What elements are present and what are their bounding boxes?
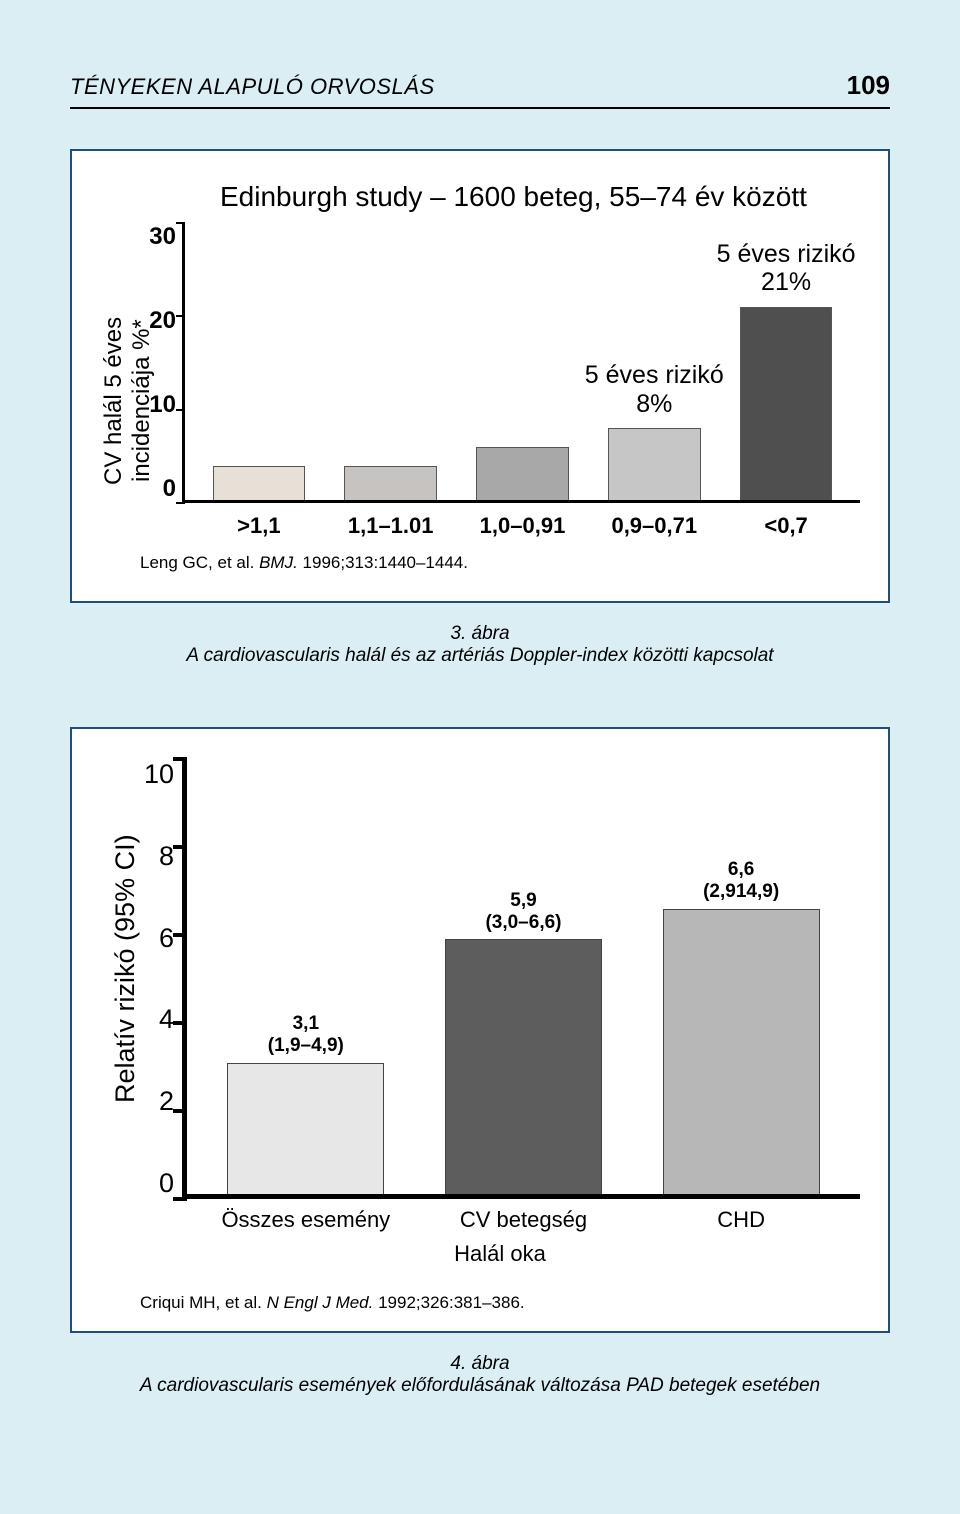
chart-1-bar-slot: 1,0–0,91 <box>463 447 582 503</box>
page: TÉNYEKEN ALAPULÓ ORVOSLÁS 109 Edinburgh … <box>0 0 960 1457</box>
chart-2-bar <box>663 909 820 1199</box>
chart-1-xlabel: 1,0–0,91 <box>480 513 566 539</box>
chart-2-ytickmark <box>173 933 187 937</box>
chart-1-title: Edinburgh study – 1600 beteg, 55–74 év k… <box>220 181 860 213</box>
chart-1-xlabel: <0,7 <box>764 513 807 539</box>
chart-2-ylabel: Relatív rizikó (95% CI) <box>110 799 141 1139</box>
chart-1-xlabel: 0,9–0,71 <box>611 513 697 539</box>
chart-2-ytick: 2 <box>159 1086 174 1117</box>
chart-1: Edinburgh study – 1600 beteg, 55–74 év k… <box>100 181 860 583</box>
chart-1-annotation: 5 éves rizikó21% <box>717 240 856 298</box>
chart-2-yticks: 10 8 6 4 2 0 <box>140 759 182 1199</box>
chart-1-ytickmark <box>176 409 185 411</box>
chart-2-ytick: 6 <box>159 923 174 954</box>
chart-2-bar-label: 3,1(1,9–4,9) <box>268 1013 344 1057</box>
chart-2-bar-label: 5,9(3,0–6,6) <box>485 890 561 934</box>
chart-2-xlabel: CV betegség <box>460 1207 587 1233</box>
page-number: 109 <box>847 70 890 101</box>
chart-1-plot: >1,1 1,1–1.01 1,0–0,910,9–0,715 éves rizik… <box>182 223 860 503</box>
chart-1-bar <box>608 428 701 503</box>
figure-1-frame: Edinburgh study – 1600 beteg, 55–74 év k… <box>70 149 890 603</box>
chart-1-bar-slot: 0,9–0,715 éves rizikó8% <box>595 428 714 503</box>
chart-1-ytickmark <box>176 315 185 317</box>
chart-2-citation: Criqui MH, et al. N Engl J Med. 1992;326… <box>140 1293 860 1313</box>
chart-1-bar <box>213 466 306 503</box>
chart-1-citation: Leng GC, et al. BMJ. 1996;313:1440–1444. <box>140 553 860 573</box>
chart-2-bar-slot: 3,1(1,9–4,9)Összes esemény <box>214 1063 397 1199</box>
chart-1-ytickmark <box>176 502 185 504</box>
chart-2-ytickmark <box>173 757 187 761</box>
chart-2: Relatív rizikó (95% CI) 10 8 6 4 2 0 3,1(1,9–… <box>100 759 860 1313</box>
chart-2-bar-slot: 6,6(2,914,9)CHD <box>650 909 833 1199</box>
chart-2-xgroup-label: Halál oka <box>140 1241 860 1267</box>
chart-2-ytickmark <box>173 845 187 849</box>
chart-1-bar <box>476 447 569 503</box>
chart-1-bar <box>740 307 833 503</box>
chart-2-ytick: 10 <box>144 759 174 790</box>
chart-1-ytick: 0 <box>163 475 176 503</box>
chart-2-bar-label: 6,6(2,914,9) <box>703 859 779 903</box>
chart-1-bar-slot: 1,1–1.01 <box>331 466 450 503</box>
chart-2-bar <box>445 939 602 1199</box>
chart-2-ytick: 0 <box>159 1168 174 1199</box>
chart-2-bar-slot: 5,9(3,0–6,6)CV betegség <box>432 939 615 1199</box>
chart-2-plot: 3,1(1,9–4,9)Összes esemény 5,9(3,0–6,6)CV… <box>182 759 860 1199</box>
chart-1-xlabel: >1,1 <box>237 513 280 539</box>
chart-2-xlabel: CHD <box>717 1207 765 1233</box>
chart-2-ytick: 8 <box>159 841 174 872</box>
chart-1-bar-slot: >1,1 <box>200 466 319 503</box>
chart-1-bar <box>344 466 437 503</box>
chart-2-ytickmark <box>173 1109 187 1113</box>
chart-2-xlabel: Összes esemény <box>221 1207 390 1233</box>
chart-1-ytick: 30 <box>149 223 176 251</box>
chart-2-bar <box>227 1063 384 1199</box>
figure-2-frame: Relatív rizikó (95% CI) 10 8 6 4 2 0 3,1(1,9–… <box>70 727 890 1333</box>
figure-1-caption: 3. ábra A cardiovascularis halál és az a… <box>100 623 860 667</box>
chart-1-ylabel: CV halál 5 éves incidenciája %* <box>100 251 156 551</box>
chart-2-ytickmark <box>173 1197 187 1201</box>
chart-2-ytickmark <box>173 1021 187 1025</box>
page-header: TÉNYEKEN ALAPULÓ ORVOSLÁS 109 <box>70 70 890 109</box>
chart-1-xlabel: 1,1–1.01 <box>348 513 434 539</box>
chart-1-annotation: 5 éves rizikó8% <box>585 361 724 419</box>
header-title: TÉNYEKEN ALAPULÓ ORVOSLÁS <box>70 74 435 100</box>
chart-2-ytick: 4 <box>159 1004 174 1035</box>
chart-1-bar-slot: <0,75 éves rizikó21% <box>727 307 846 503</box>
chart-1-ytickmark <box>176 222 185 224</box>
figure-2-caption: 4. ábra A cardiovascularis események elő… <box>100 1353 860 1397</box>
